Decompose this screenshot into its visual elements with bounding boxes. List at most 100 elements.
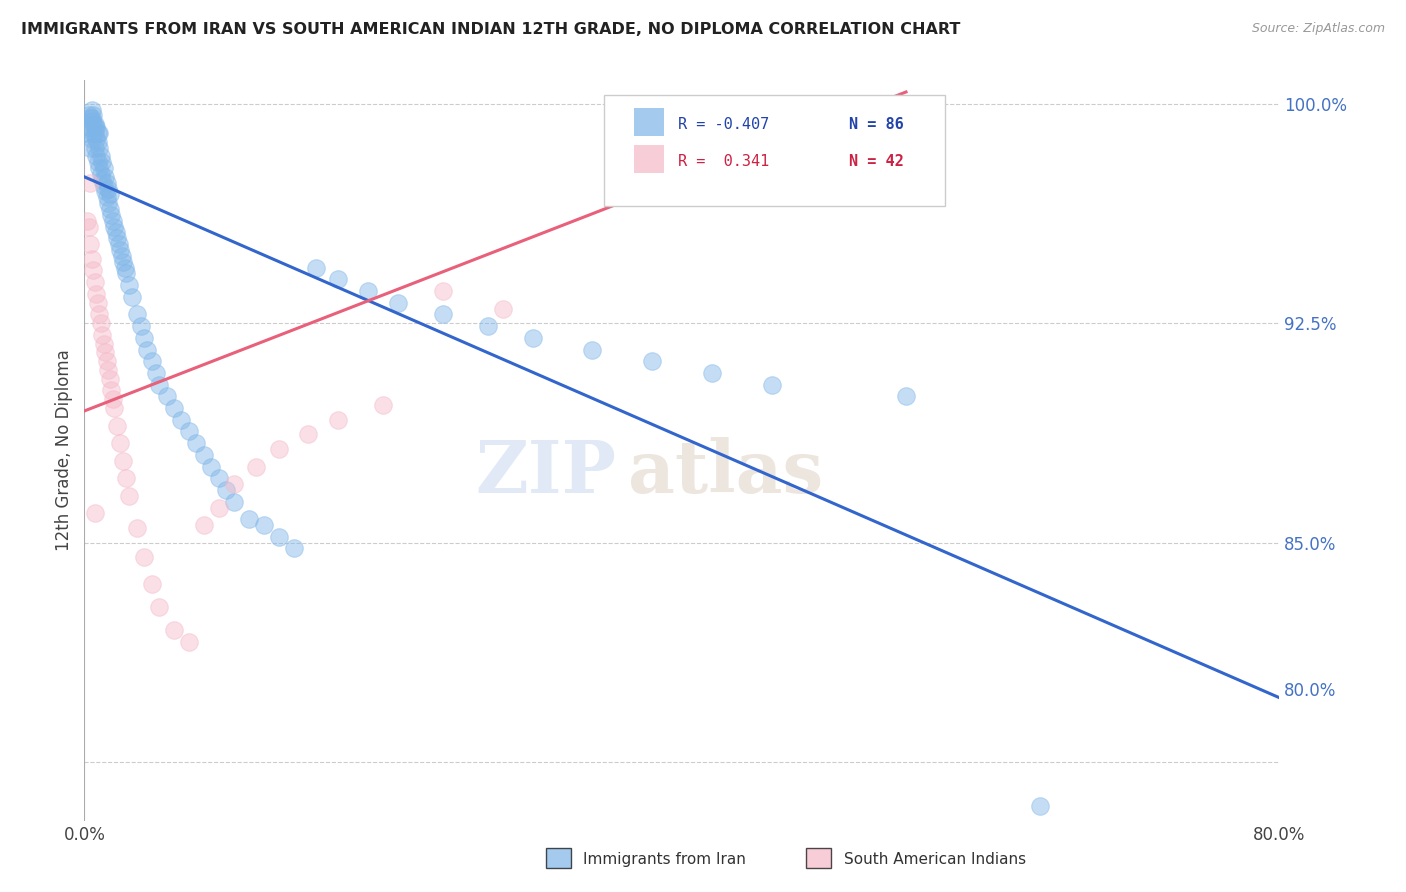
Point bbox=[83, 275, 105, 289]
Point bbox=[253, 518, 276, 533]
Point bbox=[86, 132, 108, 146]
Text: Source: ZipAtlas.com: Source: ZipAtlas.com bbox=[1251, 22, 1385, 36]
Point bbox=[100, 384, 122, 398]
Point bbox=[89, 307, 111, 321]
Point bbox=[87, 295, 110, 310]
Point bbox=[87, 135, 110, 149]
Point bbox=[82, 108, 104, 122]
Point bbox=[82, 126, 104, 140]
Point bbox=[90, 316, 112, 330]
Point bbox=[91, 327, 114, 342]
Point bbox=[110, 436, 132, 450]
Point bbox=[77, 108, 100, 122]
Point bbox=[79, 112, 101, 126]
Point bbox=[87, 155, 110, 169]
Point bbox=[91, 173, 114, 187]
Point bbox=[97, 181, 120, 195]
Point bbox=[80, 112, 103, 126]
Point bbox=[80, 114, 103, 128]
Point bbox=[103, 219, 125, 234]
Point bbox=[77, 120, 100, 134]
Point bbox=[104, 226, 127, 240]
Point bbox=[83, 126, 105, 140]
Text: R = -0.407: R = -0.407 bbox=[678, 117, 769, 132]
Point bbox=[163, 401, 186, 415]
Point bbox=[83, 140, 105, 154]
Text: ZIP: ZIP bbox=[475, 437, 616, 508]
Point bbox=[100, 208, 122, 222]
Point bbox=[208, 500, 231, 515]
Point bbox=[121, 290, 143, 304]
Point bbox=[761, 377, 783, 392]
Point bbox=[373, 398, 395, 412]
Text: South American Indians: South American Indians bbox=[844, 852, 1026, 867]
Point bbox=[193, 448, 215, 462]
Point bbox=[200, 459, 222, 474]
Point bbox=[141, 576, 163, 591]
Point bbox=[76, 213, 98, 227]
Point bbox=[432, 307, 454, 321]
FancyBboxPatch shape bbox=[634, 108, 664, 136]
Text: Immigrants from Iran: Immigrants from Iran bbox=[583, 852, 747, 867]
Point bbox=[98, 372, 121, 386]
Point bbox=[93, 178, 115, 193]
Point bbox=[115, 267, 138, 281]
Point bbox=[267, 442, 290, 456]
Point bbox=[105, 418, 128, 433]
Point bbox=[136, 343, 159, 357]
Point bbox=[94, 185, 117, 199]
Point bbox=[98, 187, 121, 202]
FancyBboxPatch shape bbox=[605, 95, 945, 206]
Point bbox=[163, 624, 186, 638]
Point bbox=[101, 392, 124, 407]
Point bbox=[97, 363, 120, 377]
Point bbox=[222, 494, 245, 508]
Point bbox=[132, 331, 156, 345]
Point bbox=[148, 600, 170, 615]
Point bbox=[328, 413, 350, 427]
Point bbox=[177, 425, 200, 439]
Point bbox=[115, 471, 138, 485]
Point bbox=[110, 243, 132, 257]
Point bbox=[107, 237, 129, 252]
Point bbox=[89, 161, 111, 175]
Point bbox=[129, 319, 152, 334]
Point bbox=[83, 120, 105, 134]
Point bbox=[86, 286, 108, 301]
Point bbox=[125, 521, 148, 535]
Point bbox=[700, 366, 723, 380]
Point bbox=[98, 202, 121, 216]
Point bbox=[170, 413, 193, 427]
Point bbox=[101, 213, 124, 227]
Point bbox=[82, 263, 104, 277]
Point bbox=[112, 254, 135, 268]
Point bbox=[141, 354, 163, 368]
Text: R =  0.341: R = 0.341 bbox=[678, 154, 769, 169]
Point bbox=[82, 117, 104, 131]
Point bbox=[96, 190, 118, 204]
Point bbox=[89, 140, 111, 154]
Point bbox=[105, 231, 128, 245]
Point bbox=[86, 149, 108, 163]
Point bbox=[432, 284, 454, 298]
Point bbox=[245, 459, 267, 474]
Point bbox=[93, 336, 115, 351]
Point bbox=[77, 219, 100, 234]
Point bbox=[83, 507, 105, 521]
Point bbox=[103, 401, 125, 415]
Point bbox=[186, 436, 208, 450]
Point bbox=[83, 117, 105, 131]
Point bbox=[87, 126, 110, 140]
Point bbox=[93, 161, 115, 175]
Text: N = 86: N = 86 bbox=[849, 117, 904, 132]
Point bbox=[357, 284, 380, 298]
Point bbox=[148, 377, 170, 392]
Point bbox=[305, 260, 328, 275]
Point bbox=[1029, 799, 1052, 814]
FancyBboxPatch shape bbox=[634, 145, 664, 173]
Text: N = 42: N = 42 bbox=[849, 154, 904, 169]
Point bbox=[581, 343, 603, 357]
Point bbox=[132, 550, 156, 565]
Point bbox=[80, 103, 103, 117]
Point bbox=[79, 237, 101, 252]
